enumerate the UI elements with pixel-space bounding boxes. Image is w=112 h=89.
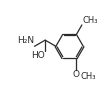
Text: HO: HO — [31, 51, 44, 60]
Text: CH₃: CH₃ — [81, 16, 97, 25]
Text: O: O — [72, 70, 79, 79]
Text: CH₃: CH₃ — [80, 72, 95, 81]
Text: H₂N: H₂N — [17, 36, 34, 45]
